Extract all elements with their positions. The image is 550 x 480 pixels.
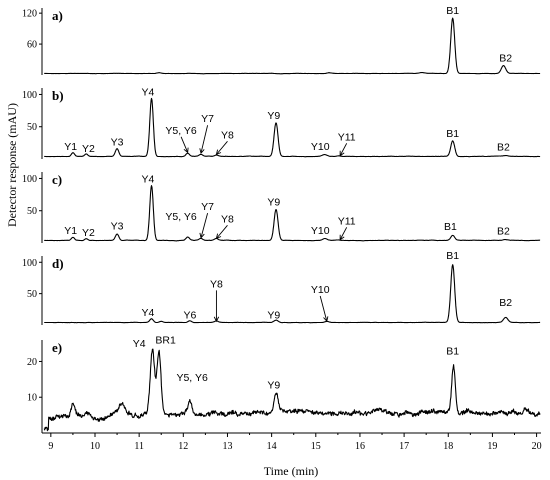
panel-label: a)	[52, 8, 63, 23]
peak-label: Y4	[142, 87, 155, 99]
peak-arrowhead	[199, 232, 205, 239]
panel-label: e)	[52, 340, 62, 355]
peak-label: B2	[497, 142, 510, 154]
y-tick-label: 120	[22, 9, 37, 20]
y-tick-label: 100	[22, 258, 37, 269]
peak-label: Y6	[184, 310, 197, 322]
y-tick-label: 10	[27, 393, 37, 404]
peak-arrow	[180, 136, 189, 153]
x-tick-label: 19	[487, 441, 497, 452]
peak-arrowhead	[213, 316, 220, 323]
y-tick-label: 100	[22, 90, 37, 101]
y-tick-label: 50	[27, 122, 37, 133]
peak-label: Y2	[82, 227, 95, 239]
peak-arrowhead	[183, 147, 189, 154]
peak-arrow	[200, 212, 209, 238]
peak-label: Y10	[311, 284, 330, 296]
chart-panels: 60 120 a) B1 B2 50 100 b) Y1 Y2 Y3 Y4 Y5, Y6 Y7 Y8 Y9 Y1…	[22, 5, 541, 433]
x-tick-label: 13	[222, 441, 232, 452]
peak-label: BR1	[155, 335, 176, 347]
panel-d: 50 100 d) Y4 Y6 Y8 Y9 Y10 B1 B2	[22, 250, 541, 325]
panel-label: c)	[52, 172, 62, 187]
panel-e: 10 20 e) Y4 BR1 Y5, Y6 Y9 B1	[27, 335, 541, 433]
peak-arrow	[319, 295, 328, 322]
panel-c: 50 100 c) Y1 Y2 Y3 Y4 Y5, Y6 Y7 Y8 Y9 Y10 Y11 B1 B2	[22, 172, 541, 243]
peak-label: Y8	[221, 213, 234, 225]
peak-label: B2	[497, 226, 510, 238]
peak-label: Y4	[133, 338, 146, 350]
peak-label: B2	[499, 53, 512, 65]
y-tick-label: 20	[27, 357, 37, 368]
panel-b: 50 100 b) Y1 Y2 Y3 Y4 Y5, Y6 Y7 Y8 Y9 Y10 Y11 B1 B2	[22, 87, 541, 159]
x-tick-label: 20	[532, 441, 542, 452]
x-tick-label: 12	[178, 441, 188, 452]
peak-arrowhead	[323, 316, 329, 323]
peak-arrow	[216, 225, 228, 239]
x-tick-label: 16	[355, 441, 365, 452]
chromatogram-trace	[43, 348, 541, 432]
x-tick-label: 9	[48, 441, 53, 452]
peak-label: B1	[446, 5, 459, 17]
peak-label: Y10	[311, 141, 330, 153]
x-tick-label: 14	[267, 441, 277, 452]
peak-arrowhead	[199, 148, 205, 155]
y-axis-title: Detector response (mAU)	[5, 103, 19, 227]
x-tick-label: 10	[90, 441, 100, 452]
peak-label: Y11	[338, 131, 356, 143]
peak-label: Y7	[201, 201, 214, 213]
peak-label: Y5, Y6	[176, 372, 207, 384]
peak-label: B1	[446, 345, 459, 357]
peak-label: Y5, Y6	[165, 125, 196, 137]
y-tick-label: 50	[27, 289, 37, 300]
peak-label: Y10	[311, 225, 330, 237]
peak-label: Y3	[111, 136, 124, 148]
peak-label: Y7	[201, 113, 214, 125]
peak-label: Y9	[267, 197, 280, 209]
x-tick-label: 15	[311, 441, 321, 452]
chromatogram-trace	[44, 185, 541, 242]
panel-a: 60 120 a) B1 B2	[22, 5, 541, 75]
peak-arrow	[339, 227, 348, 240]
peak-label: Y2	[82, 143, 95, 155]
y-tick-label: 60	[27, 40, 37, 51]
y-tick-label: 50	[27, 206, 37, 217]
peak-label: B1	[444, 221, 457, 233]
peak-label: Y5, Y6	[165, 211, 196, 223]
panel-label: b)	[52, 88, 64, 103]
x-tick-label: 18	[443, 441, 453, 452]
peak-label: B1	[446, 250, 459, 262]
peak-label: Y9	[267, 379, 280, 391]
x-tick-label: 11	[134, 441, 144, 452]
peak-arrow	[200, 125, 209, 154]
x-axis-title: Time (min)	[264, 464, 319, 478]
peak-arrowhead	[339, 234, 345, 241]
chromatogram-trace	[44, 264, 541, 324]
peak-label: Y8	[210, 278, 223, 290]
x-tick-label: 17	[399, 441, 409, 452]
peak-label: B1	[446, 128, 459, 140]
peak-label: Y1	[64, 225, 77, 237]
peak-arrowhead	[215, 233, 222, 240]
peak-label: Y3	[111, 220, 124, 232]
y-tick-label: 100	[22, 174, 37, 185]
panel-label: d)	[52, 256, 64, 271]
peak-label: Y8	[221, 129, 234, 141]
peak-label: Y4	[142, 307, 155, 319]
peak-label: Y9	[267, 110, 280, 122]
peak-label: Y9	[267, 310, 280, 322]
x-axis: 9 10 11 12 13 14 15 16 17 18 19 20	[42, 432, 542, 452]
peak-arrow	[339, 143, 348, 156]
peak-arrow	[216, 141, 228, 155]
peak-label: Y4	[142, 173, 155, 185]
peak-label: B2	[499, 297, 512, 309]
peak-label: Y11	[338, 215, 356, 227]
chromatogram-trace	[44, 17, 541, 75]
peak-arrowhead	[339, 150, 345, 157]
peak-arrowhead	[215, 149, 222, 156]
chromatogram-trace	[44, 97, 541, 158]
peak-label: Y1	[64, 141, 77, 153]
